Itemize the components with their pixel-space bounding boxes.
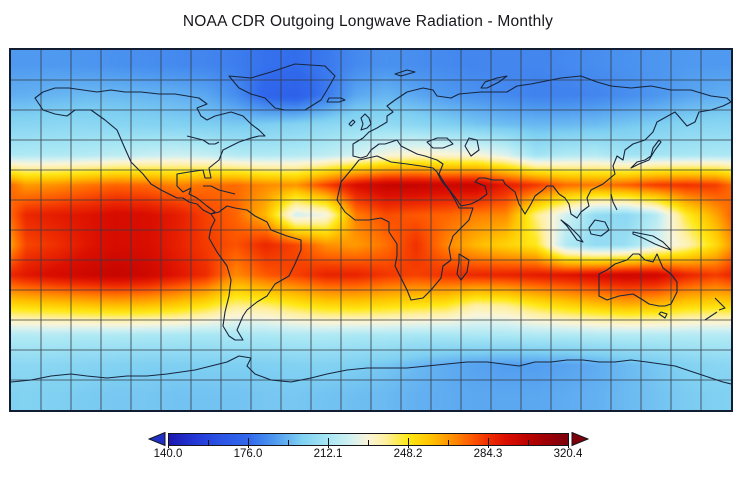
coastlines bbox=[11, 63, 731, 385]
coastline-new-guinea bbox=[632, 231, 672, 251]
coastline-madagascar bbox=[456, 253, 470, 281]
colorbar-minor-tick bbox=[448, 440, 449, 446]
coastline-greenland bbox=[228, 63, 336, 111]
latlon-gridlines bbox=[11, 50, 731, 410]
colorbar-major-tick bbox=[408, 438, 409, 448]
colorbar-minor-tick bbox=[208, 440, 209, 446]
colorbar-tick-label: 248.2 bbox=[393, 448, 423, 460]
colorbar-minor-tick bbox=[528, 440, 529, 446]
coastline-north-america bbox=[34, 87, 266, 215]
coastline-philippines bbox=[610, 193, 618, 211]
coastline-black-sea bbox=[426, 137, 454, 149]
coastline-caspian-sea bbox=[464, 137, 480, 157]
colorbar-right-arrow-icon bbox=[571, 432, 589, 447]
colorbar-tick-label: 284.3 bbox=[473, 448, 503, 460]
map-overlay bbox=[11, 50, 731, 410]
colorbar-major-tick bbox=[488, 438, 489, 448]
coastline-great-lakes bbox=[186, 135, 220, 145]
coastline-caribbean-islands bbox=[203, 185, 236, 195]
coastline-svalbard bbox=[394, 69, 416, 77]
colorbar-tick-label: 320.4 bbox=[553, 448, 583, 460]
colorbar-major-tick bbox=[568, 438, 569, 448]
coastline-eurasia bbox=[352, 75, 731, 219]
coastline-britain bbox=[360, 113, 372, 131]
coastline-africa bbox=[336, 155, 474, 301]
colorbar-tick-label: 176.0 bbox=[233, 448, 263, 460]
colorbar-left-arrow-icon bbox=[148, 432, 166, 447]
colorbar-tick-label: 212.1 bbox=[313, 448, 343, 460]
coastline-new-zealand-south bbox=[704, 311, 718, 321]
colorbar-tick-label: 140.0 bbox=[153, 448, 183, 460]
colorbar-major-tick bbox=[248, 438, 249, 448]
coastline-borneo bbox=[588, 219, 610, 237]
coastline-south-america bbox=[208, 205, 302, 341]
colorbar-major-tick bbox=[168, 438, 169, 448]
colorbar-minor-tick bbox=[288, 440, 289, 446]
coastline-new-zealand-north bbox=[714, 297, 726, 311]
coastline-japan bbox=[630, 139, 662, 169]
coastline-sumatra bbox=[560, 219, 584, 243]
world-map-panel bbox=[9, 48, 733, 412]
coastline-australia bbox=[598, 253, 678, 307]
coastline-iceland bbox=[326, 97, 346, 103]
coastline-tasmania bbox=[658, 311, 668, 319]
coastline-ireland bbox=[348, 119, 356, 127]
colorbar-minor-tick bbox=[368, 440, 369, 446]
coastline-antarctica bbox=[11, 355, 731, 385]
colorbar-major-tick bbox=[328, 438, 329, 448]
figure-title: NOAA CDR Outgoing Longwave Radiation - M… bbox=[182, 13, 554, 30]
coastline-novaya-zemlya bbox=[480, 75, 508, 89]
